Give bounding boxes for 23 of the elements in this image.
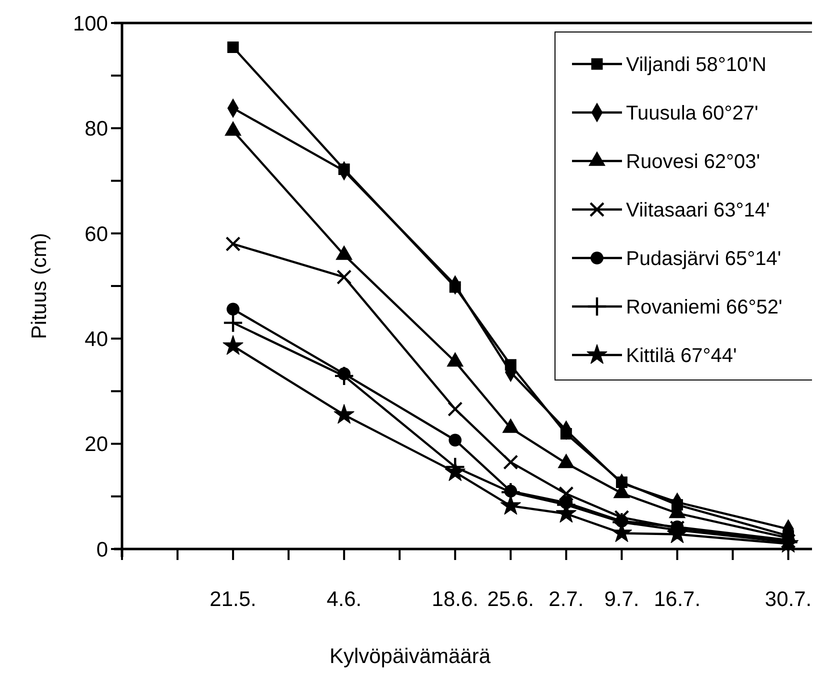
x-tick-label: 25.6.: [487, 588, 534, 611]
legend-label: Viljandi 58°10'N: [626, 54, 766, 76]
legend-label: Viitasaari 63°14': [626, 200, 770, 222]
y-tick-label: 80: [84, 118, 108, 141]
legend-label: Kittilä 67°44': [626, 345, 737, 367]
x-tick-label: 16.7.: [654, 588, 701, 611]
legend-label: Ruovesi 62°03': [626, 151, 760, 173]
x-tick-label: 18.6.: [432, 588, 478, 611]
legend-label: Rovaniemi 66°52': [626, 296, 782, 318]
y-axis-title: Pituus (cm): [28, 232, 51, 340]
y-tick-label: 60: [84, 222, 108, 246]
legend-label: Pudasjärvi 65°14': [626, 248, 782, 270]
legend-label: Tuusula 60°27': [626, 102, 758, 124]
x-tick-label: 9.7.: [604, 588, 640, 611]
x-tick-label: 4.6.: [326, 588, 362, 611]
x-tick-label: 30.7.: [764, 588, 812, 611]
x-tick-label: 21.5.: [210, 588, 256, 611]
y-tick-label: 100: [72, 12, 108, 36]
x-tick-label: 2.7.: [548, 588, 584, 611]
y-tick-label: 20: [84, 433, 108, 456]
x-axis-title: Kylvöpäivämäärä: [329, 645, 491, 668]
y-tick-label: 40: [84, 328, 108, 351]
y-tick-label: 0: [96, 538, 108, 562]
